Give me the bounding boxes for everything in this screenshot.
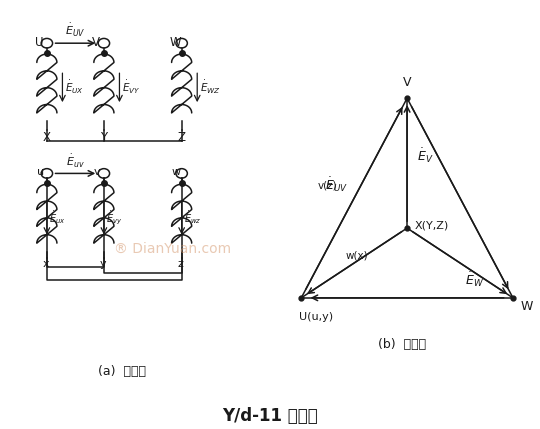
Text: $\dot{E}_{vy}$: $\dot{E}_{vy}$ (106, 209, 123, 227)
Text: Z: Z (178, 131, 186, 144)
Text: (a)  接线图: (a) 接线图 (98, 365, 146, 378)
Text: $\dot{E}_{V}$: $\dot{E}_{V}$ (417, 146, 433, 165)
Text: $\dot{E}_{UX}$: $\dot{E}_{UX}$ (65, 79, 84, 96)
Text: w(x): w(x) (346, 251, 369, 260)
Text: W: W (520, 300, 532, 313)
Text: X: X (43, 131, 51, 144)
Text: z: z (178, 259, 184, 269)
Text: (b)  相量图: (b) 相量图 (378, 338, 427, 351)
Text: $\dot{E}_{UV}$: $\dot{E}_{UV}$ (65, 22, 86, 39)
Text: v: v (93, 167, 100, 177)
Text: $\dot{E}_{WZ}$: $\dot{E}_{WZ}$ (200, 79, 221, 96)
Text: V: V (403, 76, 411, 88)
Text: ® DianYuan.com: ® DianYuan.com (114, 242, 231, 256)
Text: Y: Y (100, 131, 107, 144)
Text: $\dot{E}_{uv}$: $\dot{E}_{uv}$ (66, 153, 85, 169)
Text: $\dot{E}_{UV}$: $\dot{E}_{UV}$ (325, 175, 348, 194)
Text: $\dot{E}_{ux}$: $\dot{E}_{ux}$ (50, 209, 66, 227)
Text: x: x (43, 259, 50, 269)
Text: $\dot{E}_{VY}$: $\dot{E}_{VY}$ (122, 79, 140, 96)
Text: U: U (35, 36, 44, 48)
Text: $\dot{E}_{wz}$: $\dot{E}_{wz}$ (184, 209, 202, 227)
Text: W: W (170, 36, 181, 48)
Text: U(u,y): U(u,y) (299, 312, 333, 322)
Text: $\dot{E}_{W}$: $\dot{E}_{W}$ (465, 270, 484, 289)
Text: y: y (100, 259, 106, 269)
Text: w: w (171, 167, 180, 177)
Text: v(z): v(z) (318, 181, 338, 191)
Text: Y/d-11 连接组: Y/d-11 连接组 (222, 407, 318, 425)
Text: V: V (92, 36, 100, 48)
Text: u: u (37, 167, 44, 177)
Text: X(Y,Z): X(Y,Z) (414, 221, 449, 231)
